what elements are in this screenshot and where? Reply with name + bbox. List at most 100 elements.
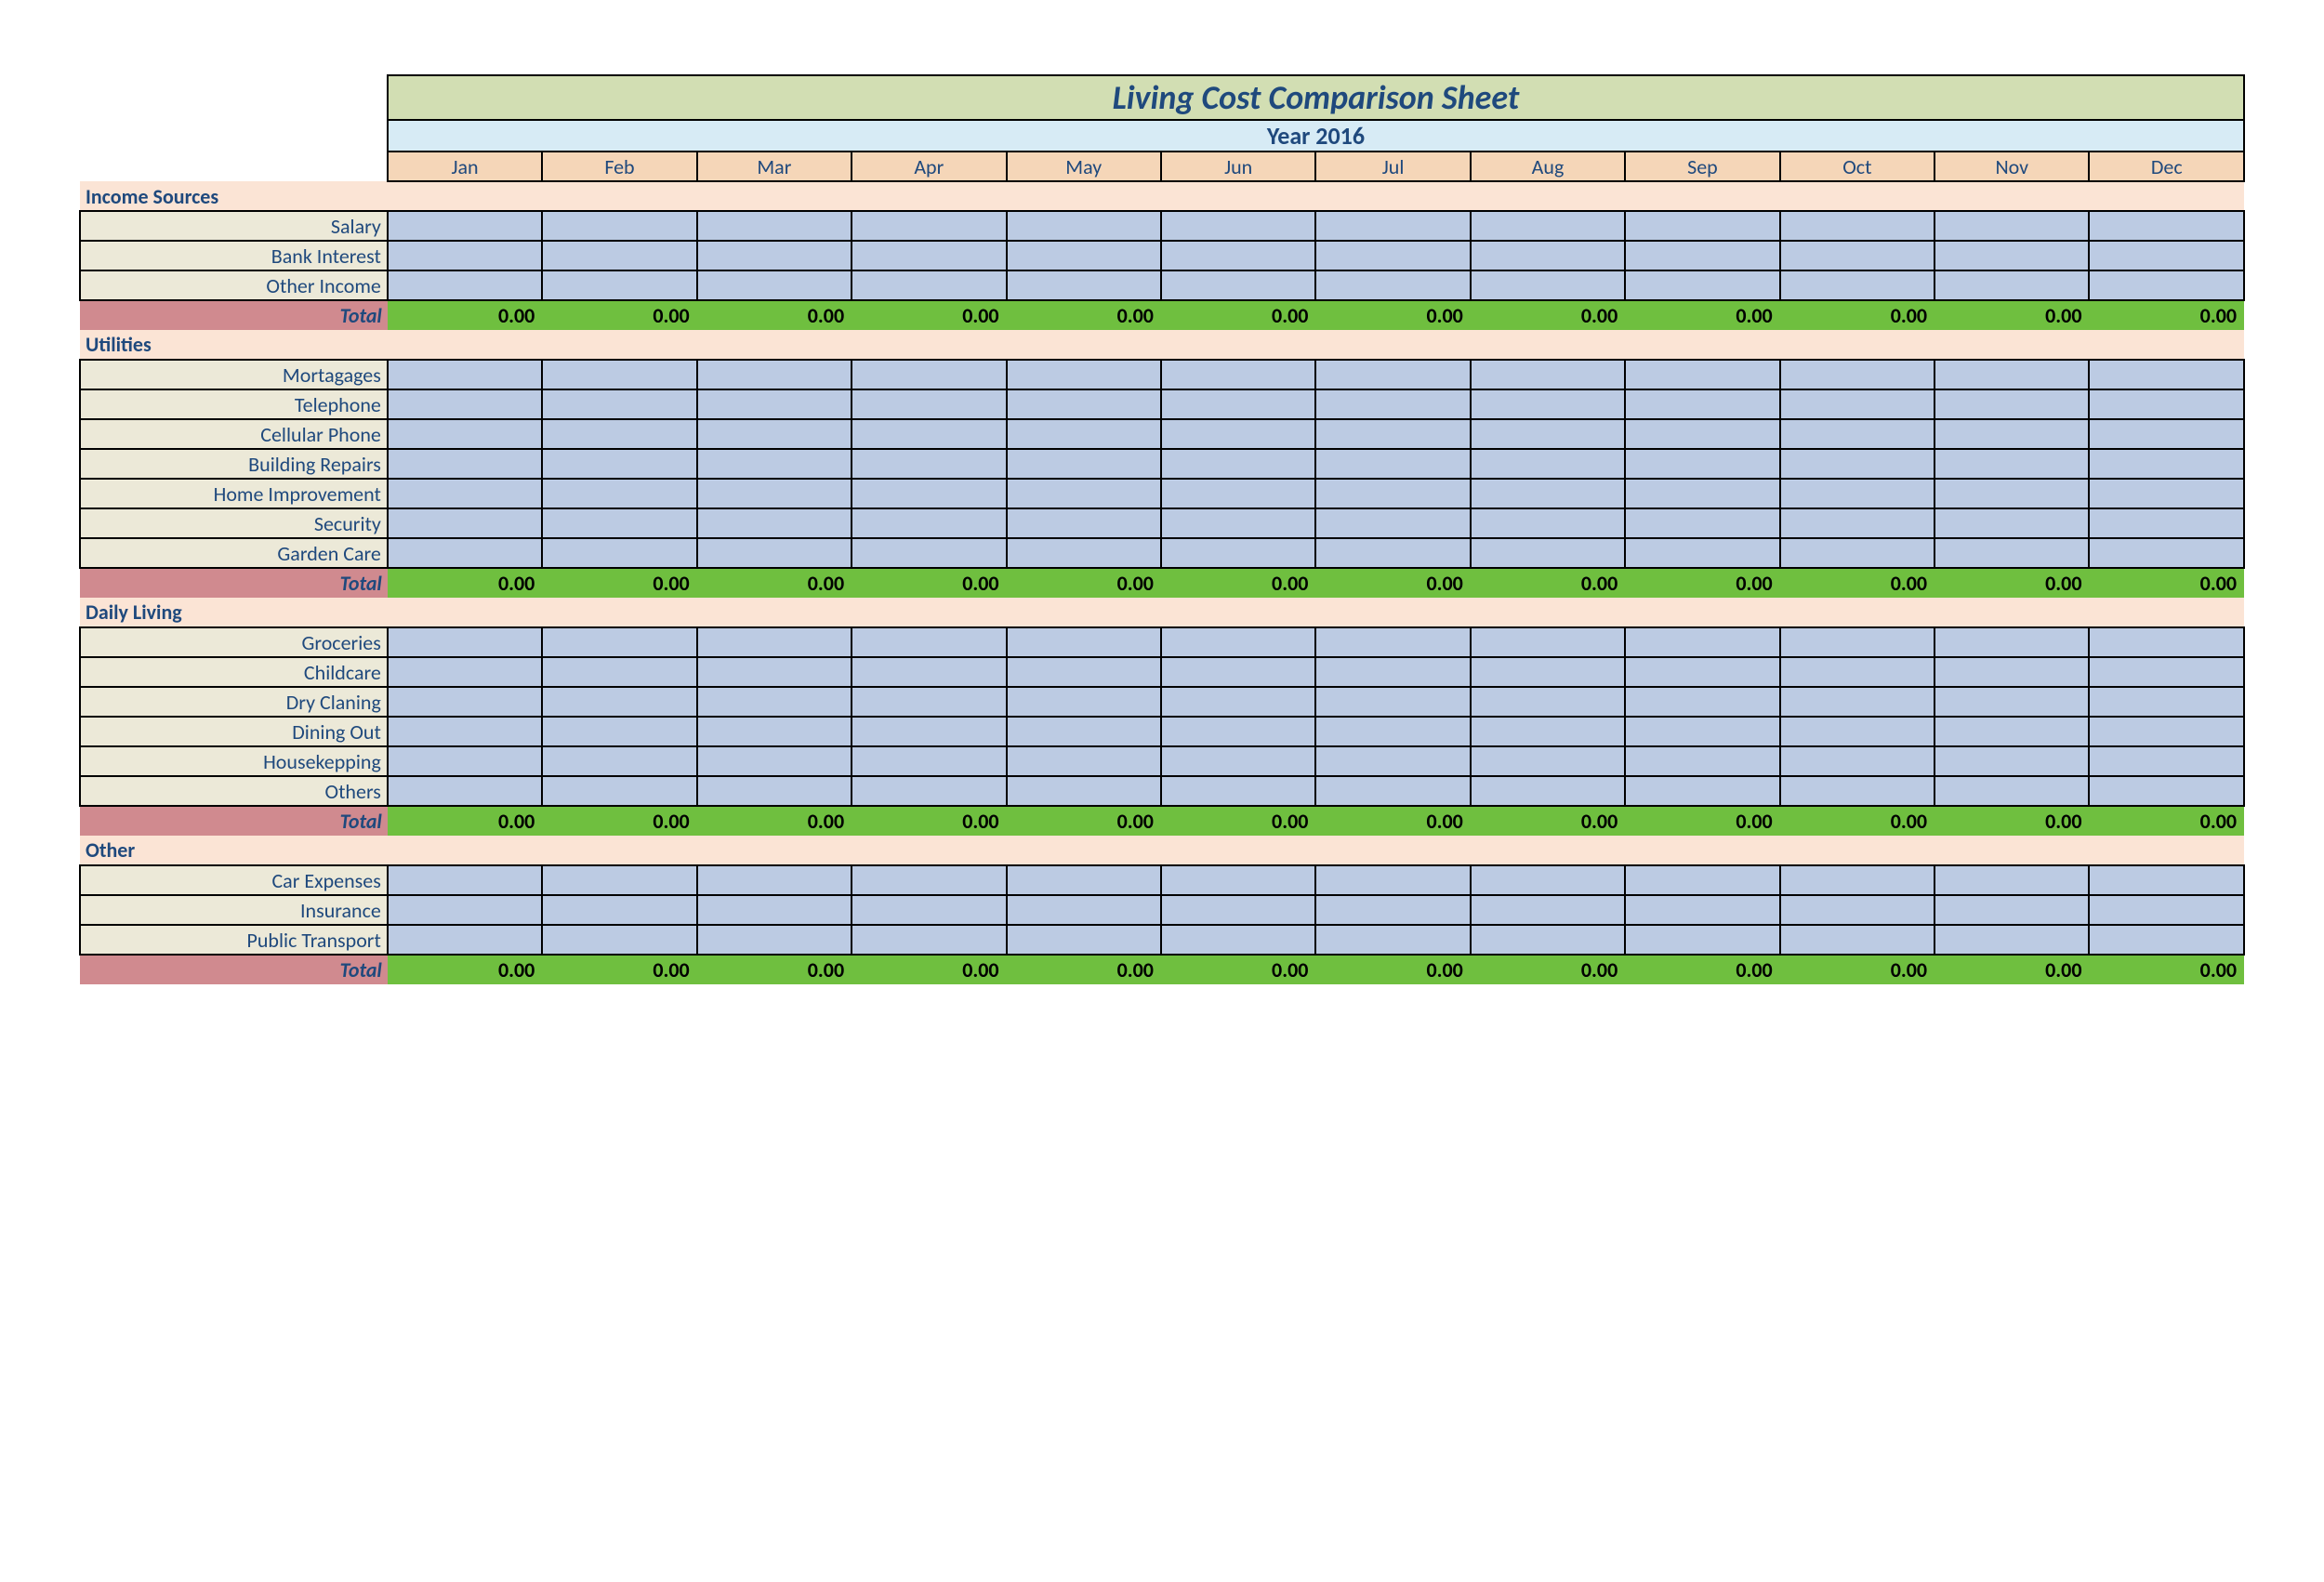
data-cell[interactable] bbox=[1315, 479, 1470, 508]
data-cell[interactable] bbox=[1780, 419, 1934, 449]
data-cell[interactable] bbox=[1471, 538, 1625, 568]
data-cell[interactable] bbox=[1161, 657, 1315, 687]
data-cell[interactable] bbox=[1315, 627, 1470, 657]
data-cell[interactable] bbox=[1315, 538, 1470, 568]
data-cell[interactable] bbox=[388, 389, 542, 419]
data-cell[interactable] bbox=[852, 211, 1006, 241]
data-cell[interactable] bbox=[2089, 241, 2244, 270]
data-cell[interactable] bbox=[388, 538, 542, 568]
data-cell[interactable] bbox=[852, 270, 1006, 300]
data-cell[interactable] bbox=[1780, 241, 1934, 270]
data-cell[interactable] bbox=[852, 925, 1006, 955]
data-cell[interactable] bbox=[1007, 895, 1161, 925]
data-cell[interactable] bbox=[1934, 746, 2089, 776]
data-cell[interactable] bbox=[697, 925, 852, 955]
data-cell[interactable] bbox=[1315, 419, 1470, 449]
data-cell[interactable] bbox=[1471, 865, 1625, 895]
data-cell[interactable] bbox=[697, 389, 852, 419]
data-cell[interactable] bbox=[542, 895, 696, 925]
data-cell[interactable] bbox=[852, 627, 1006, 657]
data-cell[interactable] bbox=[1934, 241, 2089, 270]
data-cell[interactable] bbox=[1315, 657, 1470, 687]
data-cell[interactable] bbox=[697, 270, 852, 300]
data-cell[interactable] bbox=[1007, 925, 1161, 955]
data-cell[interactable] bbox=[1625, 479, 1779, 508]
data-cell[interactable] bbox=[1161, 270, 1315, 300]
data-cell[interactable] bbox=[1625, 776, 1779, 806]
data-cell[interactable] bbox=[1934, 865, 2089, 895]
data-cell[interactable] bbox=[2089, 211, 2244, 241]
data-cell[interactable] bbox=[852, 508, 1006, 538]
data-cell[interactable] bbox=[1934, 211, 2089, 241]
data-cell[interactable] bbox=[1934, 508, 2089, 538]
data-cell[interactable] bbox=[1780, 717, 1934, 746]
data-cell[interactable] bbox=[697, 865, 852, 895]
data-cell[interactable] bbox=[1315, 776, 1470, 806]
data-cell[interactable] bbox=[1625, 508, 1779, 538]
data-cell[interactable] bbox=[388, 776, 542, 806]
data-cell[interactable] bbox=[852, 449, 1006, 479]
data-cell[interactable] bbox=[2089, 270, 2244, 300]
data-cell[interactable] bbox=[1315, 687, 1470, 717]
data-cell[interactable] bbox=[1315, 211, 1470, 241]
data-cell[interactable] bbox=[542, 925, 696, 955]
data-cell[interactable] bbox=[1471, 419, 1625, 449]
data-cell[interactable] bbox=[1625, 360, 1779, 389]
data-cell[interactable] bbox=[1625, 419, 1779, 449]
data-cell[interactable] bbox=[1780, 865, 1934, 895]
data-cell[interactable] bbox=[1625, 717, 1779, 746]
data-cell[interactable] bbox=[388, 479, 542, 508]
data-cell[interactable] bbox=[2089, 508, 2244, 538]
data-cell[interactable] bbox=[1315, 270, 1470, 300]
data-cell[interactable] bbox=[542, 211, 696, 241]
data-cell[interactable] bbox=[388, 270, 542, 300]
data-cell[interactable] bbox=[1780, 627, 1934, 657]
data-cell[interactable] bbox=[1934, 419, 2089, 449]
data-cell[interactable] bbox=[542, 717, 696, 746]
data-cell[interactable] bbox=[1471, 687, 1625, 717]
data-cell[interactable] bbox=[1007, 627, 1161, 657]
data-cell[interactable] bbox=[388, 627, 542, 657]
data-cell[interactable] bbox=[542, 419, 696, 449]
data-cell[interactable] bbox=[852, 419, 1006, 449]
data-cell[interactable] bbox=[697, 895, 852, 925]
data-cell[interactable] bbox=[388, 508, 542, 538]
data-cell[interactable] bbox=[2089, 627, 2244, 657]
data-cell[interactable] bbox=[542, 270, 696, 300]
data-cell[interactable] bbox=[1007, 508, 1161, 538]
data-cell[interactable] bbox=[1161, 241, 1315, 270]
data-cell[interactable] bbox=[852, 657, 1006, 687]
data-cell[interactable] bbox=[697, 627, 852, 657]
data-cell[interactable] bbox=[542, 360, 696, 389]
data-cell[interactable] bbox=[852, 389, 1006, 419]
data-cell[interactable] bbox=[1161, 925, 1315, 955]
data-cell[interactable] bbox=[1471, 211, 1625, 241]
data-cell[interactable] bbox=[1007, 211, 1161, 241]
data-cell[interactable] bbox=[1780, 895, 1934, 925]
data-cell[interactable] bbox=[1625, 895, 1779, 925]
data-cell[interactable] bbox=[1625, 270, 1779, 300]
data-cell[interactable] bbox=[388, 241, 542, 270]
data-cell[interactable] bbox=[1315, 895, 1470, 925]
data-cell[interactable] bbox=[852, 776, 1006, 806]
data-cell[interactable] bbox=[697, 360, 852, 389]
data-cell[interactable] bbox=[1161, 746, 1315, 776]
data-cell[interactable] bbox=[1780, 687, 1934, 717]
data-cell[interactable] bbox=[697, 508, 852, 538]
data-cell[interactable] bbox=[1471, 657, 1625, 687]
data-cell[interactable] bbox=[1625, 241, 1779, 270]
data-cell[interactable] bbox=[2089, 746, 2244, 776]
data-cell[interactable] bbox=[1471, 241, 1625, 270]
data-cell[interactable] bbox=[542, 746, 696, 776]
data-cell[interactable] bbox=[1625, 657, 1779, 687]
data-cell[interactable] bbox=[852, 538, 1006, 568]
data-cell[interactable] bbox=[1471, 776, 1625, 806]
data-cell[interactable] bbox=[1471, 270, 1625, 300]
data-cell[interactable] bbox=[2089, 360, 2244, 389]
data-cell[interactable] bbox=[1471, 627, 1625, 657]
data-cell[interactable] bbox=[1934, 389, 2089, 419]
data-cell[interactable] bbox=[542, 508, 696, 538]
data-cell[interactable] bbox=[2089, 687, 2244, 717]
data-cell[interactable] bbox=[1007, 479, 1161, 508]
data-cell[interactable] bbox=[1471, 717, 1625, 746]
